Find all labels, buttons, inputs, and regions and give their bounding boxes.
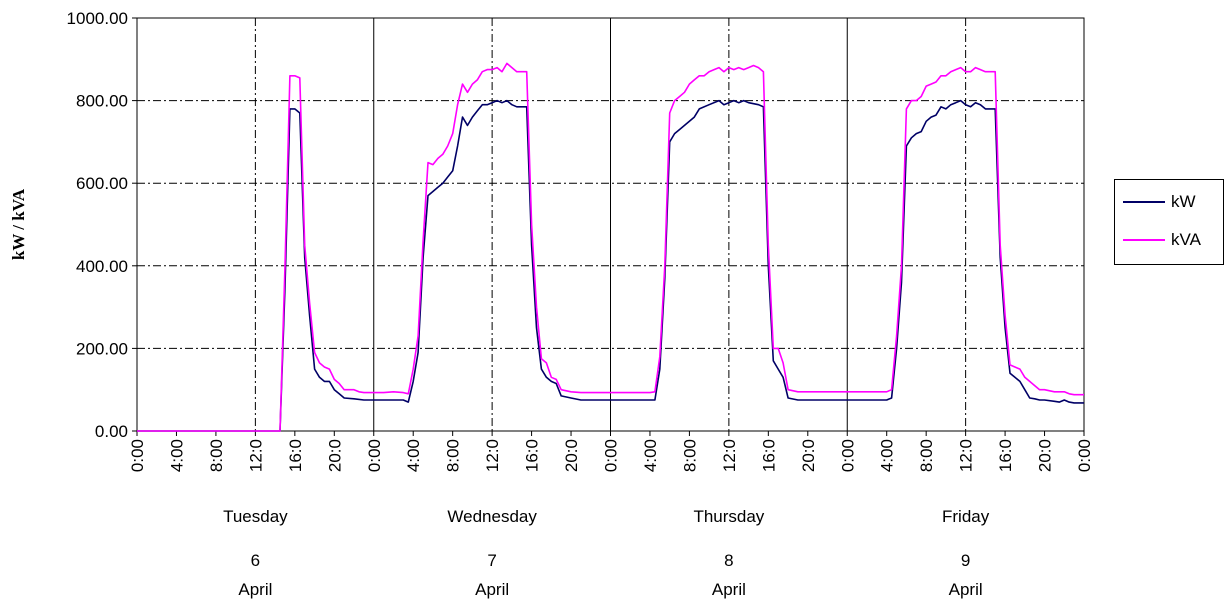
series-line-kw bbox=[137, 99, 1084, 432]
month-label: April bbox=[712, 580, 746, 599]
legend: kW kVA bbox=[1114, 179, 1224, 265]
x-tick-label: 4:00 bbox=[641, 439, 660, 472]
y-tick-label: 400.00 bbox=[76, 257, 128, 276]
x-tick-label: 20:0 bbox=[562, 439, 581, 472]
legend-label-kw: kW bbox=[1171, 192, 1196, 211]
axis-labels: 0.00 200.00 400.00 600.00 800.00 1000.00 0:00 4… bbox=[9, 9, 1094, 599]
day-name-label: Thursday bbox=[693, 507, 764, 526]
gridlines bbox=[137, 18, 1084, 431]
x-tick-label: 12:0 bbox=[246, 439, 265, 472]
x-tick-label: 20:0 bbox=[1036, 439, 1055, 472]
y-tick-label: 600.00 bbox=[76, 174, 128, 193]
x-tick-label: 16:0 bbox=[996, 439, 1015, 472]
y-tick-label: 800.00 bbox=[76, 92, 128, 111]
x-tick-label: 4:00 bbox=[878, 439, 897, 472]
y-tick-label: 1000.00 bbox=[67, 9, 128, 28]
x-tick-label: 12:0 bbox=[957, 439, 976, 472]
x-tick-label: 12:0 bbox=[720, 439, 739, 472]
y-tick-label: 0.00 bbox=[95, 422, 128, 441]
x-tick-label: 20:0 bbox=[325, 439, 344, 472]
axes bbox=[132, 17, 1085, 436]
series-lines bbox=[137, 62, 1084, 432]
x-tick-label: 8:00 bbox=[917, 439, 936, 472]
month-label: April bbox=[949, 580, 983, 599]
day-name-label: Tuesday bbox=[223, 507, 288, 526]
x-tick-label: 4:00 bbox=[404, 439, 423, 472]
x-tick-label: 16:0 bbox=[759, 439, 778, 472]
x-tick-label: 0:00 bbox=[602, 439, 621, 472]
month-label: April bbox=[238, 580, 272, 599]
legend-swatch-kva bbox=[1123, 239, 1165, 241]
x-tick-label: 4:00 bbox=[167, 439, 186, 472]
x-tick-label: 16:0 bbox=[286, 439, 305, 472]
y-tick-label: 200.00 bbox=[76, 339, 128, 358]
x-tick-label: 8:00 bbox=[207, 439, 226, 472]
x-tick-label: 0:00 bbox=[128, 439, 147, 472]
series-line-kva bbox=[137, 62, 1084, 432]
x-tick-label: 0:00 bbox=[1075, 439, 1094, 472]
day-number-label: 7 bbox=[487, 551, 496, 570]
day-number-label: 6 bbox=[251, 551, 260, 570]
legend-item-kva: kVA bbox=[1123, 230, 1223, 250]
x-tick-label: 8:00 bbox=[444, 439, 463, 472]
day-number-label: 8 bbox=[724, 551, 733, 570]
legend-item-kw: kW bbox=[1123, 192, 1223, 212]
day-name-label: Friday bbox=[942, 507, 990, 526]
x-tick-label: 0:00 bbox=[838, 439, 857, 472]
x-tick-label: 0:00 bbox=[365, 439, 384, 472]
day-name-label: Wednesday bbox=[447, 507, 537, 526]
x-tick-label: 16:0 bbox=[523, 439, 542, 472]
y-axis-title: kW / kVA bbox=[9, 188, 28, 260]
x-tick-label: 20:0 bbox=[799, 439, 818, 472]
x-tick-label: 8:00 bbox=[680, 439, 699, 472]
day-number-label: 9 bbox=[961, 551, 970, 570]
x-tick-label: 12:0 bbox=[483, 439, 502, 472]
month-label: April bbox=[475, 580, 509, 599]
legend-label-kva: kVA bbox=[1171, 230, 1201, 249]
legend-swatch-kw bbox=[1123, 201, 1165, 203]
